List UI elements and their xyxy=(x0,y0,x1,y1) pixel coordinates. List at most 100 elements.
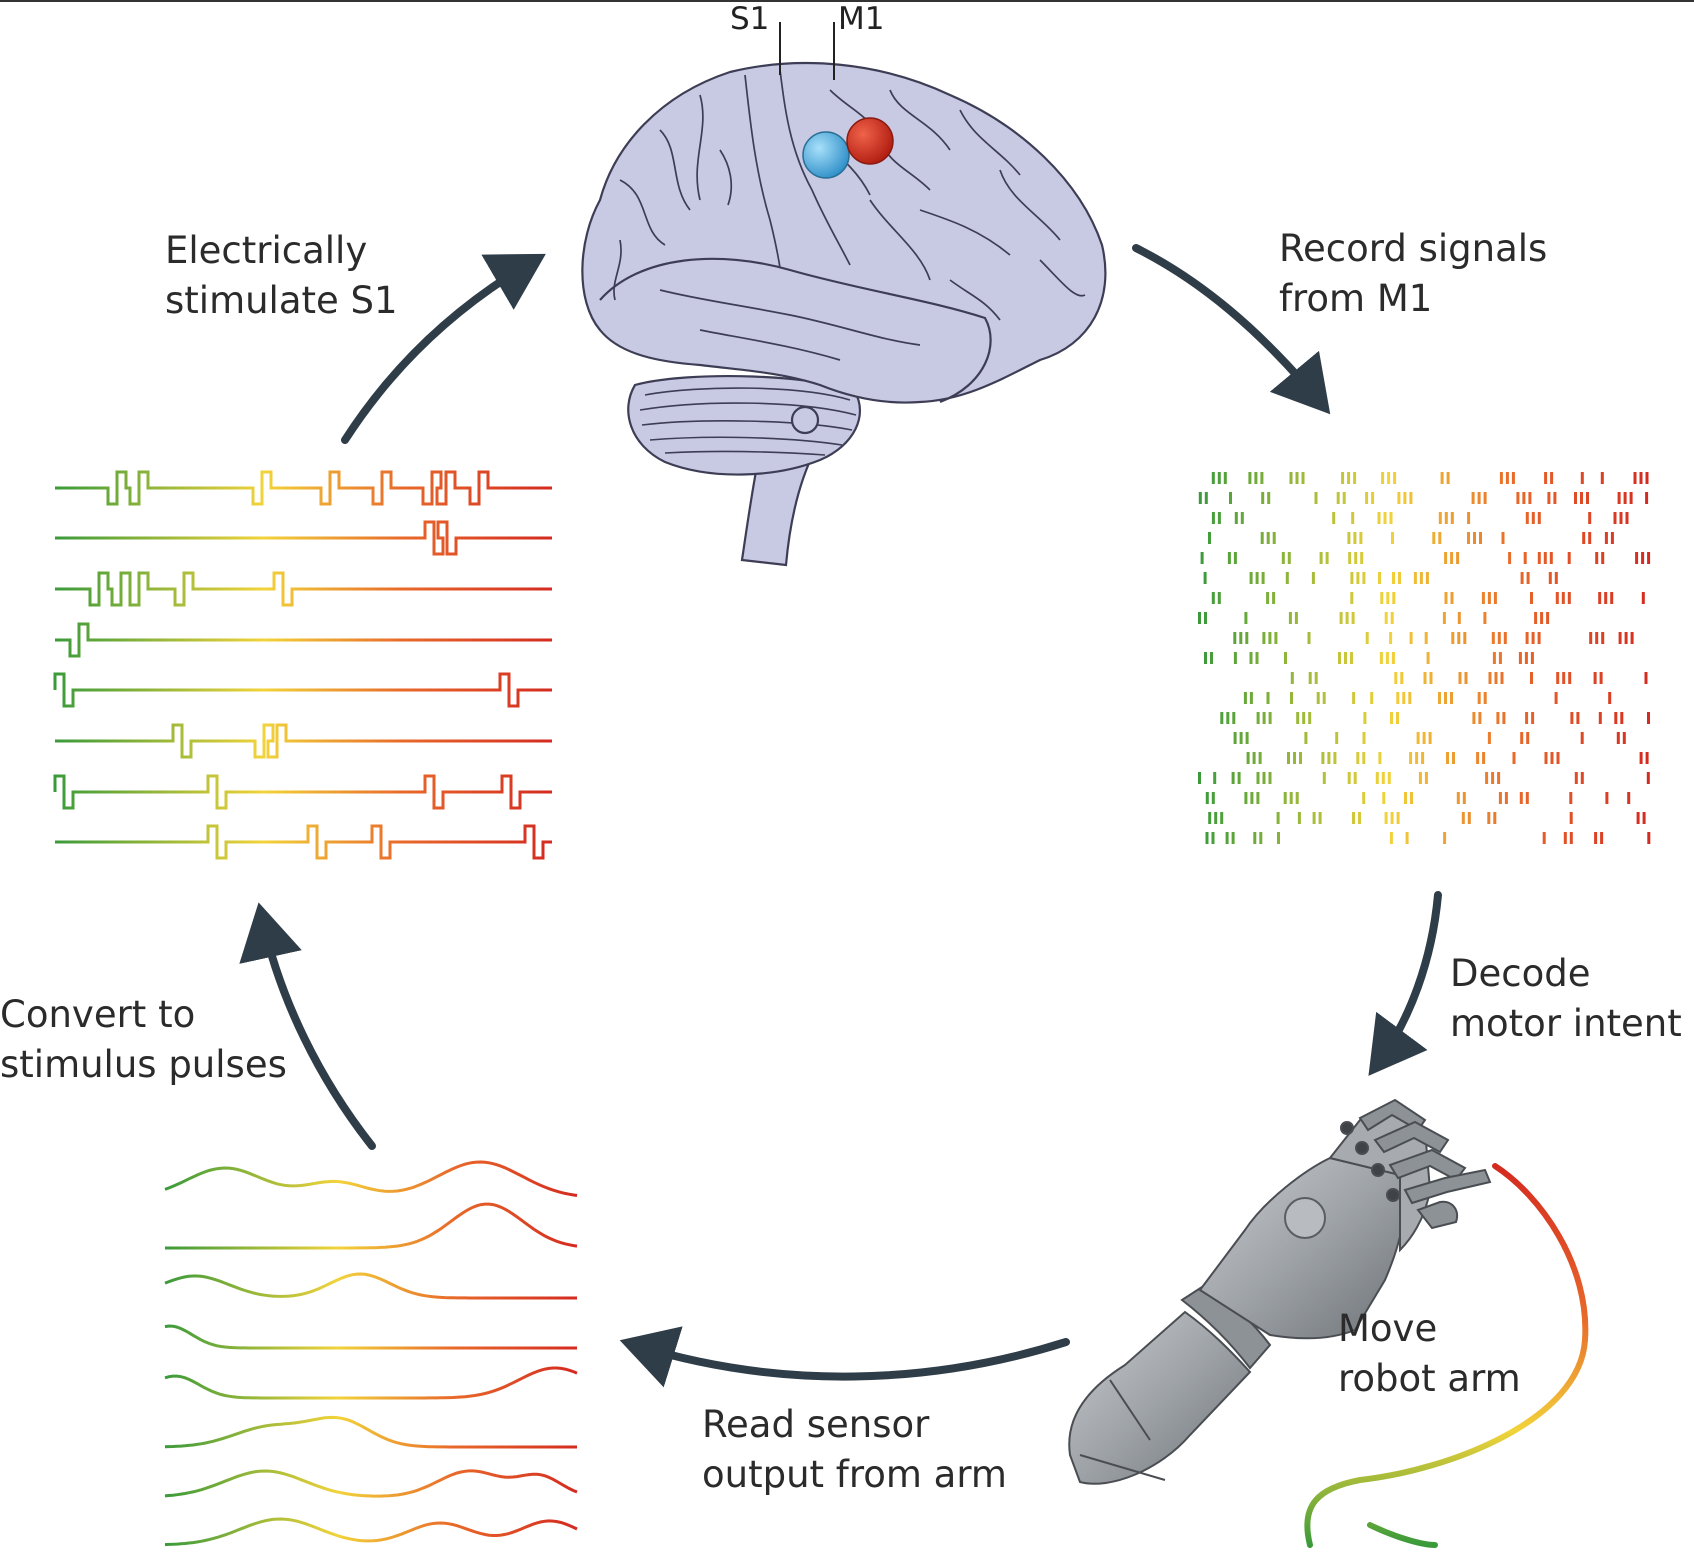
spike-tick xyxy=(1198,492,1202,504)
spike-tick xyxy=(1553,492,1557,504)
spike-tick xyxy=(1547,492,1551,504)
spike-tick xyxy=(1356,752,1360,764)
spike-tick xyxy=(1595,632,1599,644)
spike-tick xyxy=(1400,672,1404,684)
spike-tick xyxy=(1302,712,1306,724)
arm-trajectory xyxy=(1304,1163,1589,1548)
spike-tick xyxy=(1398,572,1401,584)
spike-tick xyxy=(1452,752,1455,764)
spike-tick xyxy=(1450,512,1454,524)
spike-tick xyxy=(1570,712,1574,724)
spike-tick xyxy=(1426,652,1430,664)
spike-tick xyxy=(1198,612,1201,624)
spike-tick xyxy=(1639,752,1643,764)
spike-tick xyxy=(1287,552,1291,564)
spike-tick xyxy=(1479,532,1482,544)
spike-tick xyxy=(1335,732,1339,744)
spike-tick xyxy=(1586,492,1589,504)
spike-tick xyxy=(1342,492,1346,504)
spike-tick xyxy=(1492,652,1496,664)
spike-tick xyxy=(1636,812,1640,824)
spike-tick xyxy=(1467,532,1470,544)
spike-tick xyxy=(1556,752,1560,764)
spike-tick xyxy=(1438,512,1442,524)
spike-tick xyxy=(1481,592,1485,604)
spike-tick xyxy=(1554,692,1558,704)
spike-tick xyxy=(1351,612,1355,624)
spike-tick xyxy=(1409,492,1413,504)
spike-tick xyxy=(1318,812,1322,824)
spike-tick xyxy=(1531,712,1535,724)
spike-tick xyxy=(1375,772,1379,784)
spike-tick xyxy=(1392,592,1396,604)
spike-tick xyxy=(1456,552,1460,564)
spike-tick xyxy=(1359,532,1363,544)
spike-tick xyxy=(1293,752,1296,764)
spike-tick xyxy=(1568,672,1572,684)
spike-tick xyxy=(1308,712,1312,724)
spike-tick xyxy=(1362,792,1366,804)
convert-to-pulses-label: Convert to stimulus pulses xyxy=(0,993,287,1086)
spike-tick xyxy=(1416,732,1420,744)
spike-tick xyxy=(1588,532,1592,544)
spike-tick xyxy=(1562,672,1566,684)
spike-tick xyxy=(1360,552,1364,564)
spike-tick xyxy=(1259,832,1263,844)
spike-tick xyxy=(1248,472,1252,484)
spike-tick xyxy=(1198,772,1201,784)
spike-tick xyxy=(1487,812,1491,824)
spike-tick xyxy=(1601,552,1605,564)
spike-tick xyxy=(1580,492,1583,504)
spike-tick xyxy=(1290,672,1294,684)
spike-tick xyxy=(1501,532,1505,544)
spike-tick xyxy=(1496,712,1500,724)
spike-tick xyxy=(1594,832,1598,844)
record-signals-label: Record signals from M1 xyxy=(1279,227,1548,320)
spike-tick xyxy=(1450,692,1453,704)
spike-tick xyxy=(1220,712,1224,724)
spike-tick xyxy=(1353,532,1357,544)
m1-label: M1 xyxy=(838,1,885,37)
spike-tick xyxy=(1403,492,1407,504)
spike-tick xyxy=(1272,532,1276,544)
spike-tick xyxy=(1211,792,1215,804)
spike-tick xyxy=(1333,752,1337,764)
spike-tick xyxy=(1371,492,1375,504)
spike-tick xyxy=(1290,692,1293,704)
spike-tick xyxy=(1312,812,1316,824)
spike-tick xyxy=(1210,652,1213,664)
spike-tick xyxy=(1387,472,1391,484)
spike-tick xyxy=(1617,492,1621,504)
spike-tick xyxy=(1348,552,1352,564)
spike-tick xyxy=(1627,792,1631,804)
spike-tick xyxy=(1258,752,1262,764)
spike-tick xyxy=(1613,512,1617,524)
spike-tick xyxy=(1391,652,1395,664)
spike-tick xyxy=(1463,632,1467,644)
spike-tick xyxy=(1526,572,1530,584)
spike-tick xyxy=(1327,752,1331,764)
spike-tick xyxy=(1325,552,1329,564)
spike-tick xyxy=(1624,632,1628,644)
spike-tick xyxy=(1256,772,1260,784)
spike-tick xyxy=(1616,732,1620,744)
spike-tick xyxy=(1526,732,1530,744)
spike-tick xyxy=(1582,532,1586,544)
spike-tick xyxy=(1525,712,1529,724)
spike-tick xyxy=(1485,772,1489,784)
spike-tick xyxy=(1249,652,1253,664)
spike-tick xyxy=(1351,512,1355,524)
spike-tick xyxy=(1604,532,1608,544)
spike-tick xyxy=(1477,692,1481,704)
spike-tick xyxy=(1225,832,1229,844)
spike-tick xyxy=(1262,712,1266,724)
spike-tick xyxy=(1240,512,1244,524)
spike-tick xyxy=(1381,772,1385,784)
spike-tick xyxy=(1531,512,1535,524)
spike-tick xyxy=(1554,572,1558,584)
spike-tick xyxy=(1350,572,1354,584)
spike-tick xyxy=(1645,752,1649,764)
spike-tick xyxy=(1646,772,1650,784)
spike-tick xyxy=(1260,472,1264,484)
